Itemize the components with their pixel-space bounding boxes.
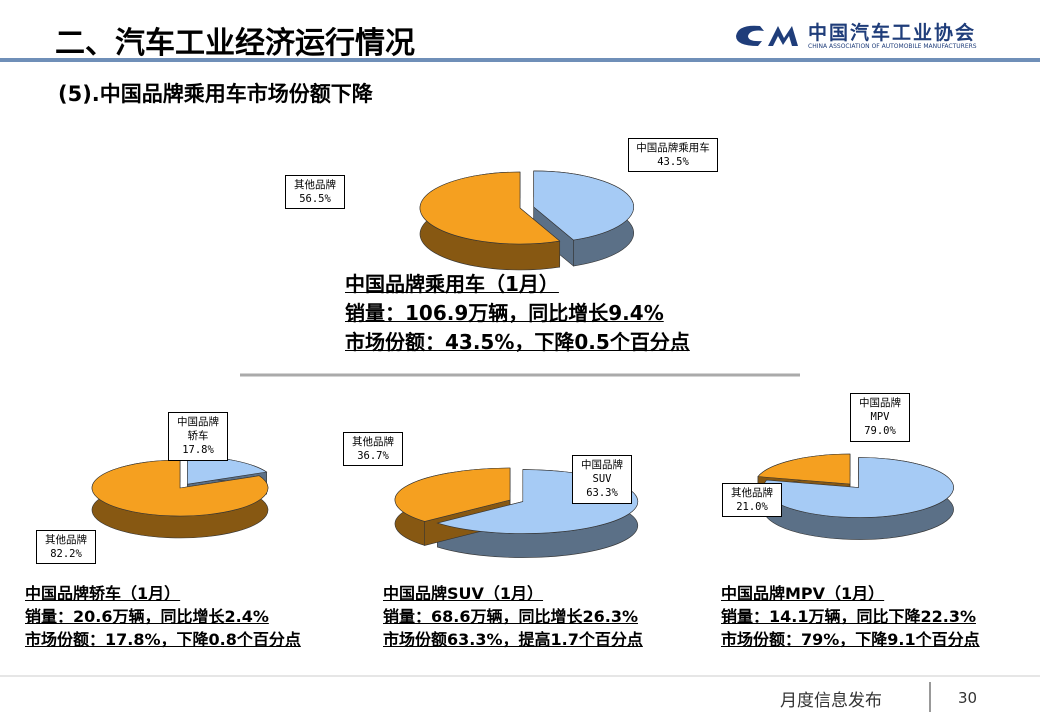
value-label: 17.8% bbox=[182, 444, 214, 457]
slice-label: 其他品牌 56.5% bbox=[285, 175, 345, 210]
annotation: 市场份额：43.5%，下降0.5个百分点 bbox=[345, 330, 690, 354]
logo-subtitle: CHINA ASSOCIATION OF AUTOMOBILE MANUFACT… bbox=[808, 43, 977, 50]
chart-title: 中国品牌轿车（1月） bbox=[25, 584, 181, 603]
slice-label: 中国品牌轿车 17.8% bbox=[168, 412, 228, 461]
pie-slice bbox=[757, 453, 851, 485]
category-label: 中国品牌乘用车 bbox=[636, 142, 710, 154]
annotation: 市场份额63.3%，提高1.7个百分点 bbox=[383, 630, 643, 649]
slide-title: 二、汽车工业经济运行情况 bbox=[55, 26, 415, 61]
logo-name: 中国汽车工业协会 bbox=[808, 22, 977, 44]
annotation: 销量：20.6万辆，同比增长2.4% bbox=[25, 607, 269, 626]
logo-mark bbox=[736, 25, 798, 46]
chart-caption: 中国品牌轿车（1月） 销量：20.6万辆，同比增长2.4% 市场份额：17.8%，下… bbox=[25, 582, 301, 651]
value-label: 82.2% bbox=[50, 548, 82, 561]
annotation: 销量：14.1万辆，同比下降22.3% bbox=[721, 607, 976, 626]
slide-subtitle: (5).中国品牌乘用车市场份额下降 bbox=[58, 82, 373, 106]
slice-label: 其他品牌 36.7% bbox=[343, 432, 403, 467]
slice-label: 中国品牌乘用车 43.5% bbox=[628, 138, 718, 173]
chart-caption: 中国品牌SUV（1月） 销量：68.6万辆，同比增长26.3% 市场份额63.3%，… bbox=[383, 582, 643, 651]
value-label: 21.0% bbox=[736, 501, 768, 514]
value-label: 56.5% bbox=[299, 193, 331, 206]
category-label: 中国品牌轿车 bbox=[177, 416, 219, 443]
slice-label: 中国品牌MPV 79.0% bbox=[850, 393, 910, 442]
category-label: 中国品牌SUV bbox=[581, 459, 623, 486]
pie-slice bbox=[91, 459, 269, 517]
slice-label: 其他品牌 82.2% bbox=[36, 530, 96, 565]
category-label: 其他品牌 bbox=[294, 179, 336, 191]
chart-title: 中国品牌MPV（1月） bbox=[721, 584, 885, 603]
footer-text: 月度信息发布 bbox=[780, 691, 882, 711]
value-label: 43.5% bbox=[657, 156, 689, 169]
pie-slice bbox=[533, 170, 635, 241]
chart-title: 中国品牌乘用车（1月） bbox=[345, 272, 559, 296]
pie-slice bbox=[394, 467, 511, 522]
value-label: 36.7% bbox=[357, 450, 389, 463]
chart-caption: 中国品牌乘用车（1月） 销量：106.9万辆，同比增长9.4% 市场份额：43.5%… bbox=[345, 270, 690, 357]
category-label: 其他品牌 bbox=[352, 436, 394, 448]
chart-caption: 中国品牌MPV（1月） 销量：14.1万辆，同比下降22.3% 市场份额：79%，下… bbox=[721, 582, 980, 651]
chart-title: 中国品牌SUV（1月） bbox=[383, 584, 544, 603]
category-label: 其他品牌 bbox=[45, 534, 87, 546]
category-label: 其他品牌 bbox=[731, 487, 773, 499]
annotation: 市场份额：17.8%，下降0.8个百分点 bbox=[25, 630, 301, 649]
header-rule bbox=[0, 58, 1040, 62]
category-label: 中国品牌MPV bbox=[859, 397, 901, 424]
slice-label: 其他品牌 21.0% bbox=[722, 483, 782, 518]
annotation: 市场份额：79%，下降9.1个百分点 bbox=[721, 630, 980, 649]
pie-slice bbox=[419, 171, 561, 245]
value-label: 79.0% bbox=[864, 425, 896, 438]
annotation: 销量：106.9万辆，同比增长9.4% bbox=[345, 301, 664, 325]
page-number: 30 bbox=[958, 689, 978, 707]
annotation: 销量：68.6万辆，同比增长26.3% bbox=[383, 607, 638, 626]
slice-label: 中国品牌SUV 63.3% bbox=[572, 455, 632, 504]
value-label: 63.3% bbox=[586, 487, 618, 500]
